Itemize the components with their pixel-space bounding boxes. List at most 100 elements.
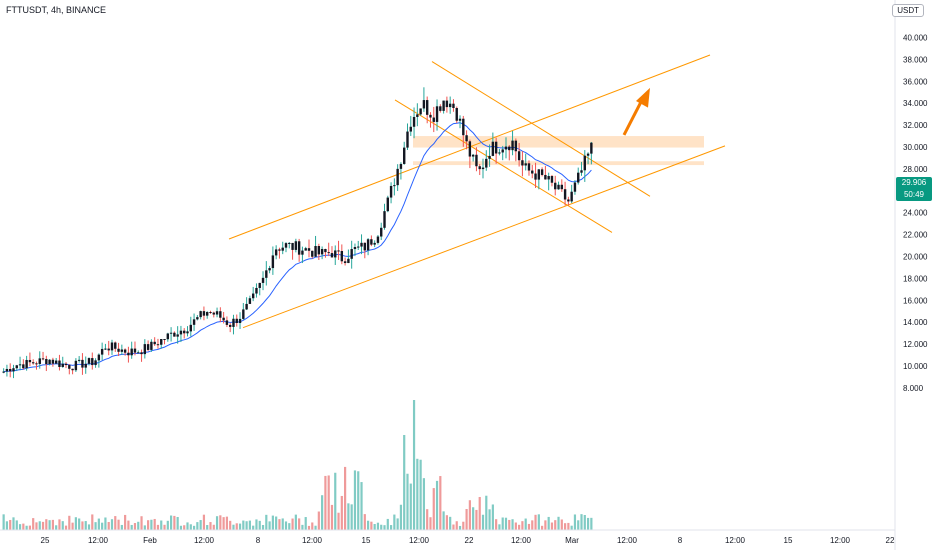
candle-body — [393, 185, 396, 187]
volume-bar — [301, 524, 304, 530]
x-tick-label: 12:00 — [88, 536, 109, 545]
trendline — [242, 145, 726, 329]
candle-body — [376, 236, 380, 243]
x-axis: 25 12:00 Feb 12:00 8 12:00 15 12:00 22 12:00 Mar 12… — [41, 536, 895, 545]
candle-body — [137, 352, 140, 354]
candle-body — [478, 166, 481, 170]
volume-bar — [114, 516, 117, 530]
y-axis: 40.000 38.000 36.000 34.000 32.000 30.000 28.0… — [903, 34, 928, 393]
candle-body — [251, 293, 255, 299]
candle-body — [406, 131, 409, 148]
y-tick-label: 16.000 — [903, 296, 928, 305]
candle-body — [550, 176, 554, 183]
volume-bar — [373, 524, 376, 530]
candle-body — [363, 242, 367, 251]
volume-bar — [133, 523, 137, 530]
volume-bar — [321, 495, 324, 530]
x-tick-label: 8 — [678, 536, 683, 545]
volume-bar — [225, 516, 229, 530]
volume-bar — [150, 519, 153, 530]
volume-bar — [445, 515, 448, 530]
candle-body — [114, 342, 117, 349]
candle-body — [169, 332, 173, 334]
volume-bar — [107, 521, 110, 530]
candle-body — [160, 339, 163, 345]
volume-bar — [307, 525, 311, 530]
volume-bar — [196, 522, 199, 530]
volume-bar — [212, 524, 215, 530]
candle-body — [462, 118, 465, 136]
candle-body — [68, 365, 71, 369]
candle-body — [514, 140, 518, 152]
volume-bar — [304, 517, 307, 530]
candle-body — [452, 103, 455, 109]
volume-bar — [475, 509, 478, 530]
volume-bar — [5, 521, 9, 530]
y-tick-label: 18.000 — [903, 274, 928, 283]
volume-bar — [48, 520, 51, 530]
x-tick-label: 22 — [886, 536, 895, 545]
candle-body — [64, 363, 68, 366]
volume-bar — [429, 517, 432, 530]
candle-body — [475, 154, 478, 167]
volume-bar — [183, 525, 186, 530]
volume-bar — [567, 522, 570, 530]
candle-body — [219, 311, 222, 318]
currency-unit-button[interactable]: USDT — [892, 4, 924, 17]
symbol-title[interactable]: FTTUSDT, 4h, BINANCE — [6, 5, 107, 15]
candle-body — [265, 270, 268, 278]
candle-body — [531, 170, 534, 174]
candle-body — [590, 142, 593, 154]
volume-bar — [498, 524, 501, 530]
x-tick-label: 12:00 — [617, 536, 638, 545]
volume-bar — [94, 522, 97, 530]
candle-body — [399, 163, 403, 169]
volume-bar — [156, 524, 160, 530]
candle-body — [560, 184, 564, 190]
volume-bar — [380, 524, 383, 530]
volume-bar — [383, 525, 386, 530]
candle-body — [425, 100, 429, 115]
candle-body — [130, 348, 133, 356]
volume-bar — [275, 516, 278, 530]
volume-bar — [554, 520, 557, 530]
candle-body — [419, 108, 422, 115]
y-tick-label: 28.000 — [903, 165, 928, 174]
volume-bar — [84, 521, 87, 530]
candle-body — [557, 184, 560, 190]
volume-bar — [541, 525, 544, 530]
candle-body — [350, 249, 353, 259]
candle-body — [383, 211, 386, 228]
candle-body — [186, 331, 189, 334]
volume-bar — [573, 514, 577, 530]
candle-body — [228, 324, 232, 327]
volume-bar — [521, 521, 524, 530]
volume-bar — [550, 522, 554, 530]
candle-body — [35, 363, 38, 365]
volume-bar — [91, 514, 94, 530]
y-tick-label: 20.000 — [903, 253, 928, 262]
volume-bar — [78, 518, 81, 530]
candle-body — [31, 362, 35, 364]
arrow-shaft — [622, 99, 644, 136]
volume-bar — [2, 514, 5, 530]
candle-body — [173, 332, 176, 337]
volume-bar — [439, 476, 442, 530]
volume-bar — [140, 516, 143, 530]
volume-bar — [406, 473, 409, 530]
volume-bar — [232, 524, 235, 530]
volume-bar — [61, 521, 64, 530]
y-tick-label: 8.000 — [903, 384, 924, 393]
volume-bar — [458, 525, 462, 530]
candle-body — [429, 114, 432, 118]
candle-body — [100, 348, 104, 355]
volume-bar — [360, 482, 363, 530]
volume-bar — [416, 458, 419, 530]
volume-bar — [18, 524, 22, 530]
candle-body — [370, 239, 373, 245]
candle-body — [242, 309, 245, 319]
volume-bar — [229, 520, 232, 530]
candle-body — [97, 354, 101, 361]
volume-bar — [557, 516, 560, 530]
